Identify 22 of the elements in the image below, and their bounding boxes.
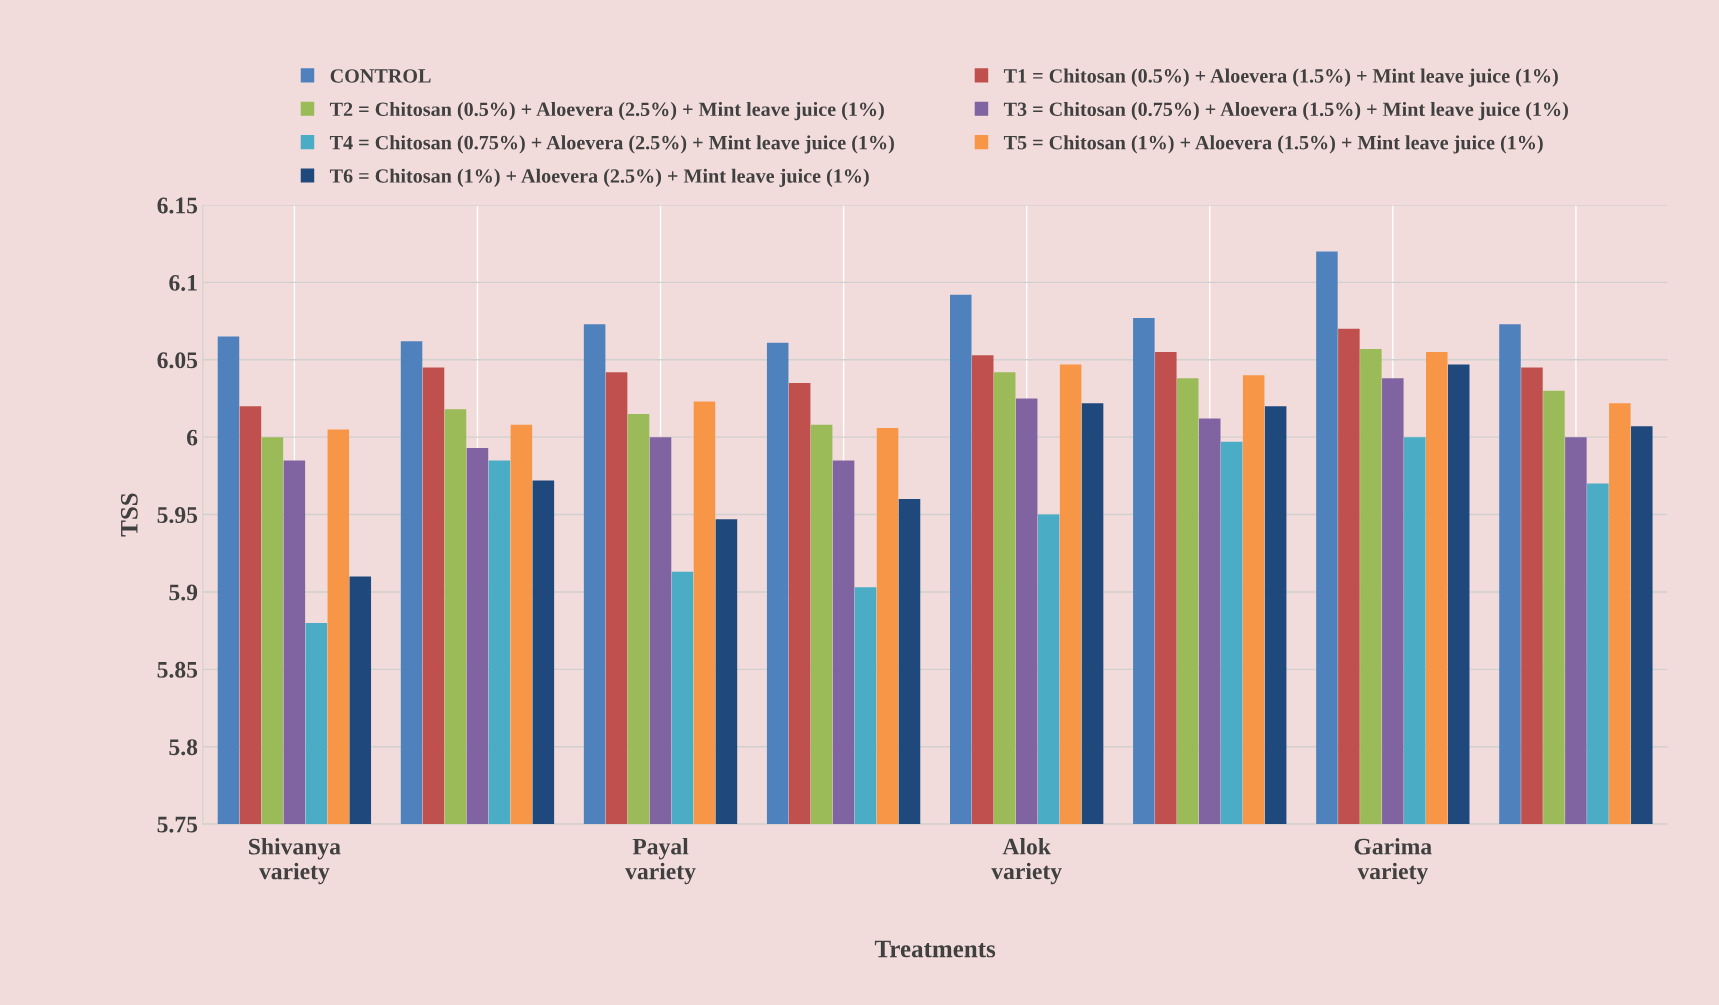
legend-label: CONTROL bbox=[330, 69, 431, 83]
x-axis-title: Treatments bbox=[874, 940, 996, 958]
legend-label: T4 = Chitosan (0.75%) + Aloevera (2.5%) + Mint leave juice (1%) bbox=[329, 135, 894, 154]
y-tick-label: 6.05 bbox=[157, 352, 198, 369]
x-tick-label: Payal variety bbox=[625, 837, 696, 885]
y-tick-label: 6.15 bbox=[157, 197, 198, 214]
legend-label: T1 = Chitosan (0.5%) + Aloevera (1.5%) + Mint leave juice (1%) bbox=[1003, 68, 1558, 87]
y-tick-label: 5.95 bbox=[157, 507, 198, 524]
y-tick-label: 5.9 bbox=[169, 584, 198, 601]
y-tick-label: 5.85 bbox=[157, 661, 198, 678]
legend-label: T3 = Chitosan (0.75%) + Aloevera (1.5%) + Mint leave juice (1%) bbox=[1003, 101, 1568, 121]
y-tick-label: 5.75 bbox=[157, 816, 198, 833]
y-tick-label: 6.1 bbox=[169, 274, 197, 291]
legend-label: T5 = Chitosan (1%) + Aloevera (1.5%) + Mint leave juice (1%) bbox=[1003, 135, 1543, 154]
y-tick-label: 6 bbox=[186, 429, 198, 446]
legend-label: T6 = Chitosan (1%) + Aloevera (2.5%) + Mint leave juice (1%) bbox=[329, 168, 869, 187]
x-tick-label: Garima variety bbox=[1354, 837, 1432, 885]
x-tick-label: Shivanya variety bbox=[249, 837, 341, 885]
legend-label: T2 = Chitosan (0.5%) + Aloevera (2.5%) + Mint leave juice (1%) bbox=[329, 101, 884, 121]
x-tick-label: Alok variety bbox=[991, 837, 1062, 885]
y-tick-label: 5.8 bbox=[169, 739, 198, 756]
y-axis-title: TSS bbox=[120, 493, 138, 537]
